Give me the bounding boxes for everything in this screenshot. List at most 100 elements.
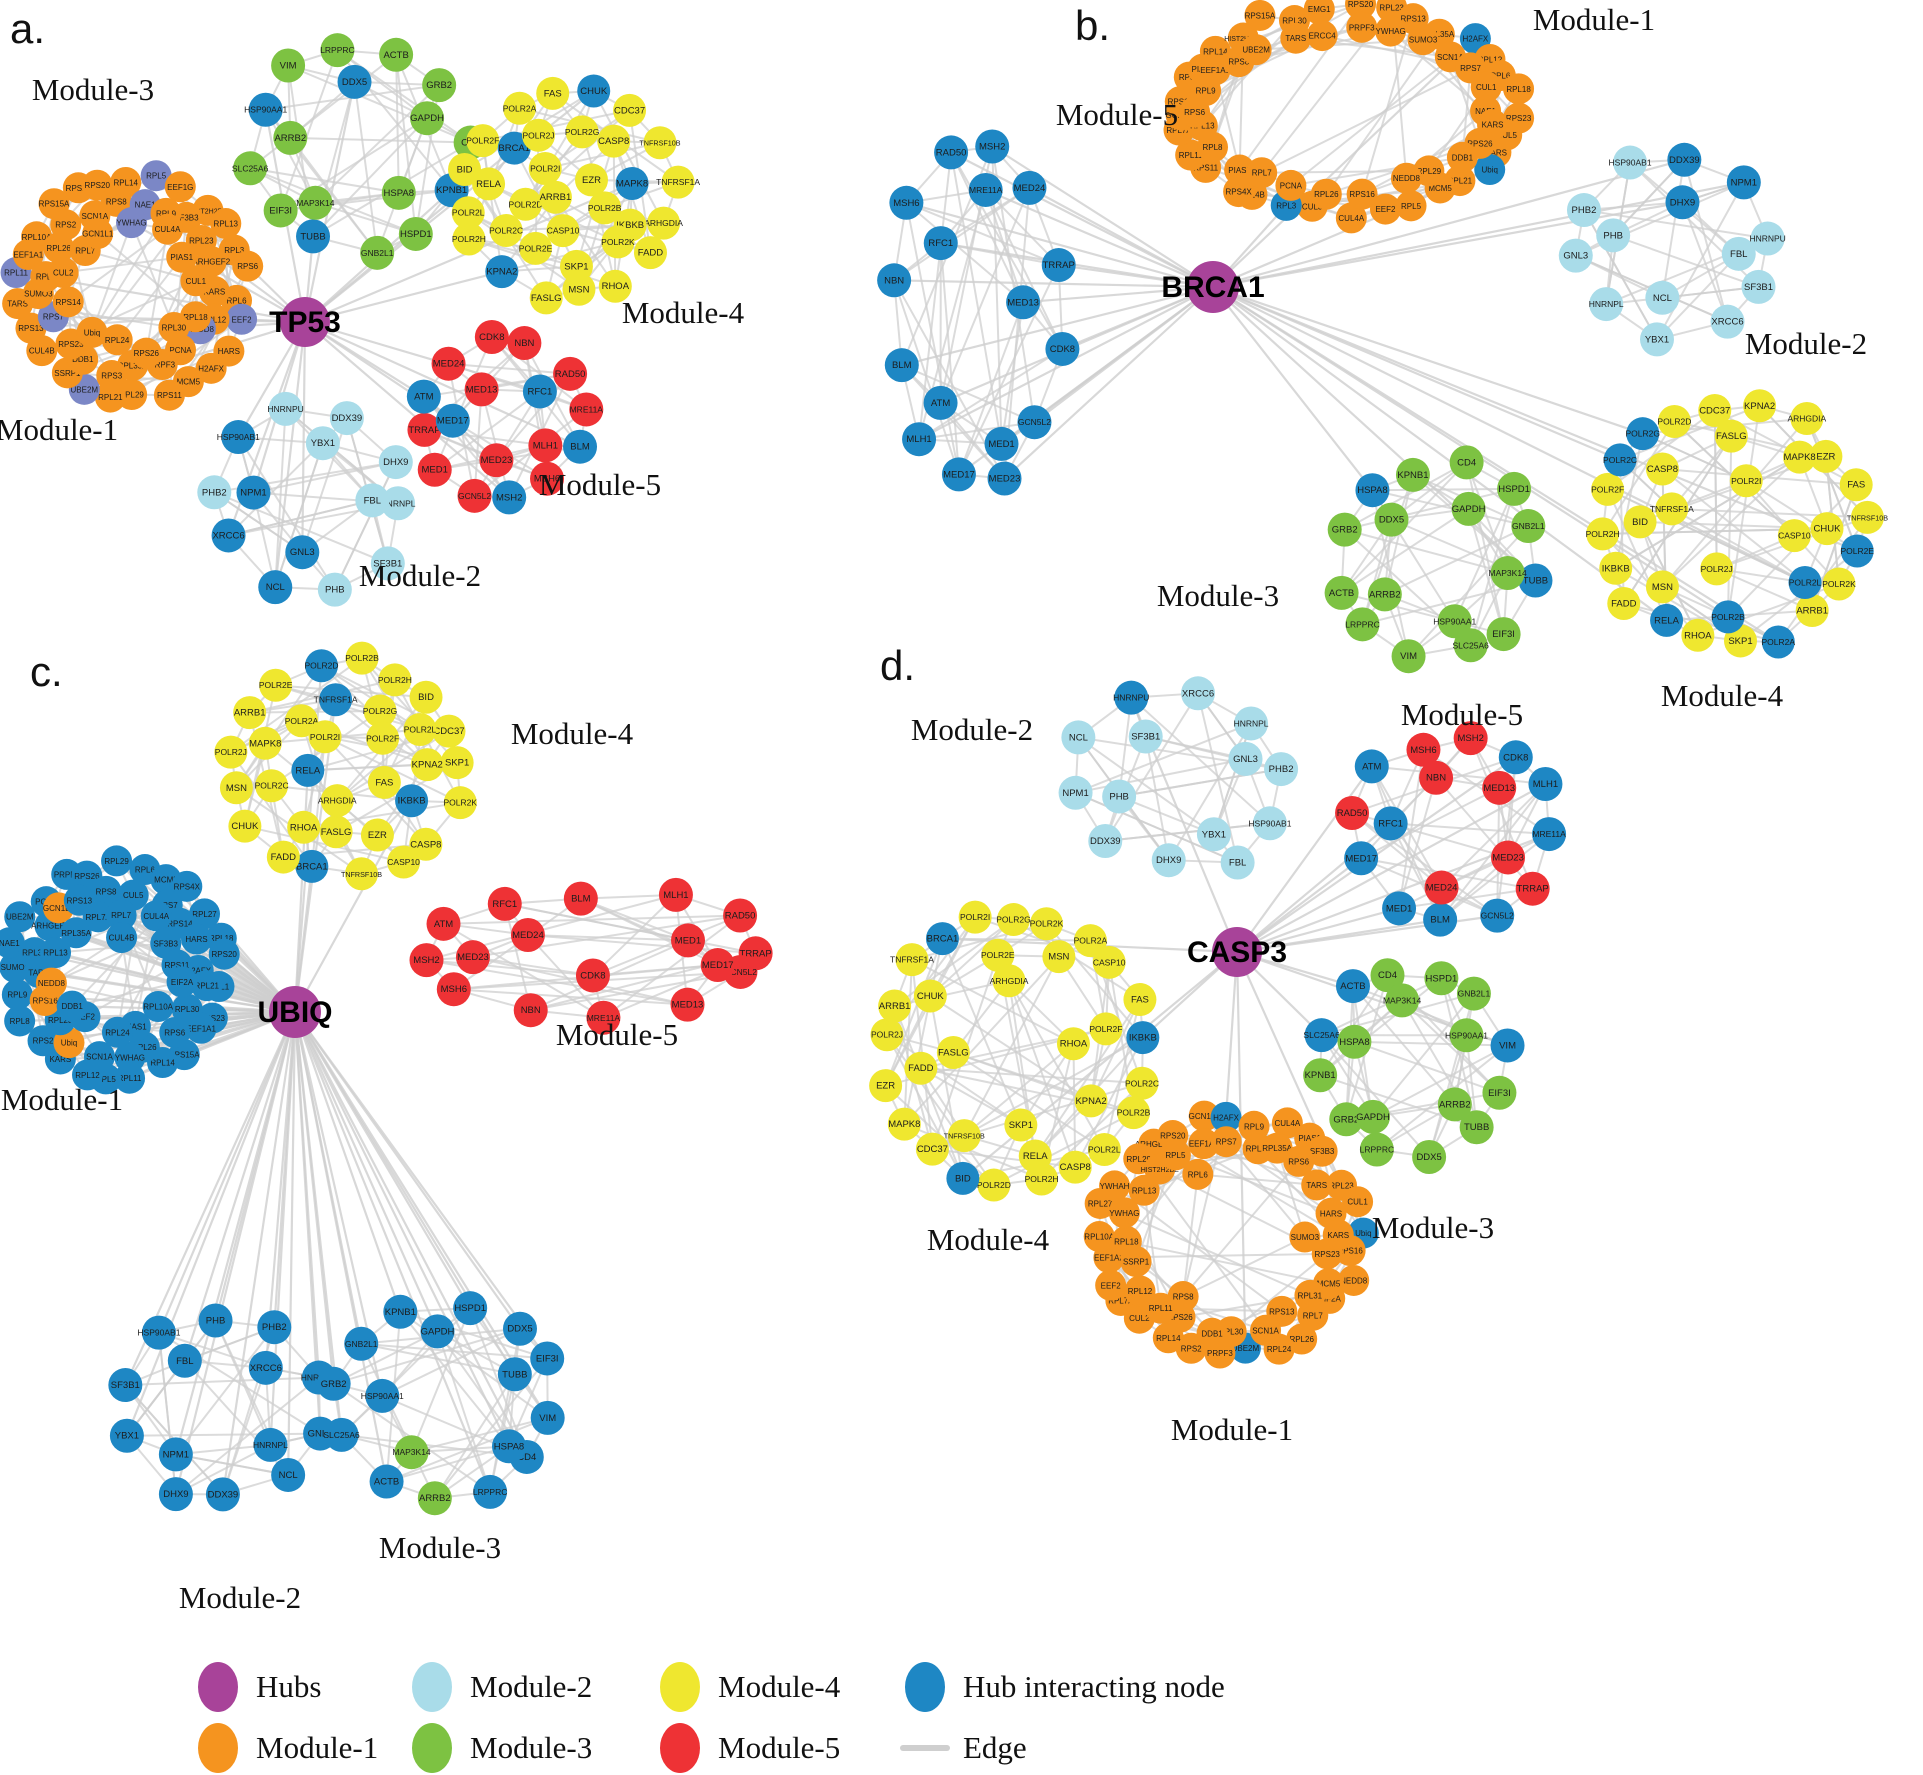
node-POLR2L[interactable]: POLR2L bbox=[1087, 1133, 1121, 1167]
node-ARRB2[interactable]: ARRB2 bbox=[1367, 577, 1402, 612]
node-MED24[interactable]: MED24 bbox=[510, 917, 545, 952]
node-DDX5[interactable]: DDX5 bbox=[502, 1311, 537, 1346]
node-HSPA8[interactable]: HSPA8 bbox=[381, 175, 416, 210]
node-RPL31[interactable]: RPL31 bbox=[1294, 1279, 1326, 1311]
node-FADD[interactable]: FADD bbox=[1607, 586, 1641, 620]
node-SUMO3[interactable]: SUMO3 bbox=[1407, 24, 1439, 56]
node-BID[interactable]: BID bbox=[946, 1161, 980, 1195]
node-GNB2L1[interactable]: GNB2L1 bbox=[360, 235, 395, 270]
node-POLR2A[interactable]: POLR2A bbox=[503, 91, 537, 125]
node-RPL24[interactable]: RPL24 bbox=[101, 1016, 133, 1048]
node-PHB2[interactable]: PHB2 bbox=[1566, 193, 1601, 228]
node-IKBKB[interactable]: IKBKB bbox=[1126, 1021, 1160, 1055]
node-MLH1[interactable]: MLH1 bbox=[528, 428, 563, 463]
node-CDC37[interactable]: CDC37 bbox=[613, 93, 647, 127]
node-RAD50[interactable]: RAD50 bbox=[553, 356, 588, 391]
node-MSH6[interactable]: MSH6 bbox=[889, 185, 924, 220]
node-DDX5[interactable]: DDX5 bbox=[1412, 1140, 1447, 1175]
node-MED17[interactable]: MED17 bbox=[700, 948, 735, 983]
node-RPL7[interactable]: RPL7 bbox=[1246, 157, 1278, 189]
node-BLM[interactable]: BLM bbox=[563, 429, 598, 464]
node-NBN[interactable]: NBN bbox=[877, 263, 912, 298]
node-MSH2[interactable]: MSH2 bbox=[409, 943, 444, 978]
node-CASP8[interactable]: CASP8 bbox=[1058, 1150, 1092, 1184]
node-VIM[interactable]: VIM bbox=[1391, 639, 1426, 674]
node-UBE2M[interactable]: UBE2M bbox=[4, 901, 36, 933]
node-SKP1[interactable]: SKP1 bbox=[559, 249, 593, 283]
node-ATM[interactable]: ATM bbox=[923, 385, 958, 420]
node-MSH2[interactable]: MSH2 bbox=[975, 129, 1010, 164]
node-KPNA2[interactable]: KPNA2 bbox=[1074, 1084, 1108, 1118]
node-GRB2[interactable]: GRB2 bbox=[422, 68, 457, 103]
node-BLM[interactable]: BLM bbox=[1423, 902, 1458, 937]
node-PHB[interactable]: PHB bbox=[198, 1303, 233, 1338]
node-MSN[interactable]: MSN bbox=[1042, 940, 1076, 974]
node-POLR2L[interactable]: POLR2L bbox=[403, 713, 437, 747]
node-RHOA[interactable]: RHOA bbox=[1056, 1027, 1090, 1061]
node-MAPK8[interactable]: MAPK8 bbox=[615, 166, 649, 200]
node-CDC37[interactable]: CDC37 bbox=[432, 714, 466, 748]
node-RPS2[interactable]: RPS2 bbox=[50, 209, 82, 241]
node-LRPPRC[interactable]: LRPPRC bbox=[473, 1474, 507, 1509]
node-GNB2L1[interactable]: GNB2L1 bbox=[1456, 976, 1491, 1011]
node-DHX9[interactable]: DHX9 bbox=[1665, 185, 1700, 220]
node-RPL9[interactable]: RPL9 bbox=[1, 979, 33, 1011]
node-XRCC6[interactable]: XRCC6 bbox=[1710, 304, 1745, 339]
node-GAPDH[interactable]: GAPDH bbox=[420, 1314, 455, 1349]
node-POLR2K[interactable]: POLR2K bbox=[1822, 567, 1856, 601]
node-EEF2[interactable]: EEF2 bbox=[1095, 1269, 1127, 1301]
node-CASP8[interactable]: CASP8 bbox=[597, 124, 631, 158]
node-MED17[interactable]: MED17 bbox=[1344, 841, 1379, 876]
node-RAD50[interactable]: RAD50 bbox=[1335, 796, 1370, 831]
node-RPS20[interactable]: RPS20 bbox=[208, 938, 240, 970]
node-RAD50[interactable]: RAD50 bbox=[723, 898, 758, 933]
node-RAD50[interactable]: RAD50 bbox=[934, 135, 969, 170]
node-DHX9[interactable]: DHX9 bbox=[378, 445, 413, 480]
node-CASP10[interactable]: CASP10 bbox=[546, 214, 580, 248]
node-YBX1[interactable]: YBX1 bbox=[1196, 817, 1231, 852]
node-KPNB1[interactable]: KPNB1 bbox=[383, 1294, 418, 1329]
node-TRRAP[interactable]: TRRAP bbox=[1515, 871, 1550, 906]
node-TUBB[interactable]: TUBB bbox=[497, 1357, 532, 1392]
node-HSPA8[interactable]: HSPA8 bbox=[491, 1429, 526, 1464]
node-POLR2I[interactable]: POLR2I bbox=[958, 900, 992, 934]
node-HARS[interactable]: HARS bbox=[181, 923, 213, 955]
node-NCL[interactable]: NCL bbox=[271, 1457, 306, 1492]
node-RPL18[interactable]: RPL18 bbox=[1503, 73, 1535, 105]
node-FASLG[interactable]: FASLG bbox=[529, 281, 563, 315]
node-PHB2[interactable]: PHB2 bbox=[257, 1310, 292, 1345]
node-EZR[interactable]: EZR bbox=[360, 818, 394, 852]
node-GAPDH[interactable]: GAPDH bbox=[1355, 1099, 1390, 1134]
node-ATM[interactable]: ATM bbox=[1354, 749, 1389, 784]
node-POLR2C[interactable]: POLR2C bbox=[255, 769, 289, 803]
node-HNRNPL[interactable]: HNRNPL bbox=[1589, 287, 1624, 322]
node-GAPDH[interactable]: GAPDH bbox=[410, 101, 444, 136]
node-MED24[interactable]: MED24 bbox=[1424, 870, 1459, 905]
node-RPS3[interactable]: RPS3 bbox=[96, 360, 128, 392]
node-MLH1[interactable]: MLH1 bbox=[902, 422, 937, 457]
node-YWHAG[interactable]: YWHAG bbox=[1375, 15, 1407, 47]
node-YBX1[interactable]: YBX1 bbox=[1639, 322, 1674, 357]
node-MRE11A[interactable]: MRE11A bbox=[569, 392, 603, 427]
node-KPNA2[interactable]: KPNA2 bbox=[410, 748, 444, 782]
node-POLR2E[interactable]: POLR2E bbox=[259, 668, 293, 702]
node-LRPPRC[interactable]: LRPPRC bbox=[320, 33, 355, 68]
node-FBL[interactable]: FBL bbox=[167, 1343, 202, 1378]
node-ARRB1[interactable]: ARRB1 bbox=[233, 696, 267, 730]
node-CUL4A[interactable]: CUL4A bbox=[140, 900, 172, 932]
node-MLH1[interactable]: MLH1 bbox=[1528, 767, 1563, 802]
node-CASP10[interactable]: CASP10 bbox=[387, 845, 420, 879]
node-MAP3K14[interactable]: MAP3K14 bbox=[392, 1435, 431, 1470]
node-GCN5L2[interactable]: GCN5L2 bbox=[1480, 898, 1515, 933]
node-POLR2K[interactable]: POLR2K bbox=[444, 786, 478, 820]
node-SLC25A6[interactable]: SLC25A6 bbox=[232, 151, 269, 186]
node-MAPK8[interactable]: MAPK8 bbox=[1783, 440, 1817, 474]
node-RPS11[interactable]: RPS11 bbox=[153, 379, 185, 411]
node-CDK8[interactable]: CDK8 bbox=[1498, 740, 1533, 775]
node-ARRB2[interactable]: ARRB2 bbox=[417, 1481, 452, 1516]
node-RPS14[interactable]: RPS14 bbox=[52, 286, 84, 318]
node-PHB[interactable]: PHB bbox=[1596, 218, 1631, 253]
node-POLR2B[interactable]: POLR2B bbox=[345, 641, 379, 675]
node-PRPF3[interactable]: PRPF3 bbox=[1346, 11, 1378, 43]
node-POLR2L[interactable]: POLR2L bbox=[451, 196, 485, 230]
